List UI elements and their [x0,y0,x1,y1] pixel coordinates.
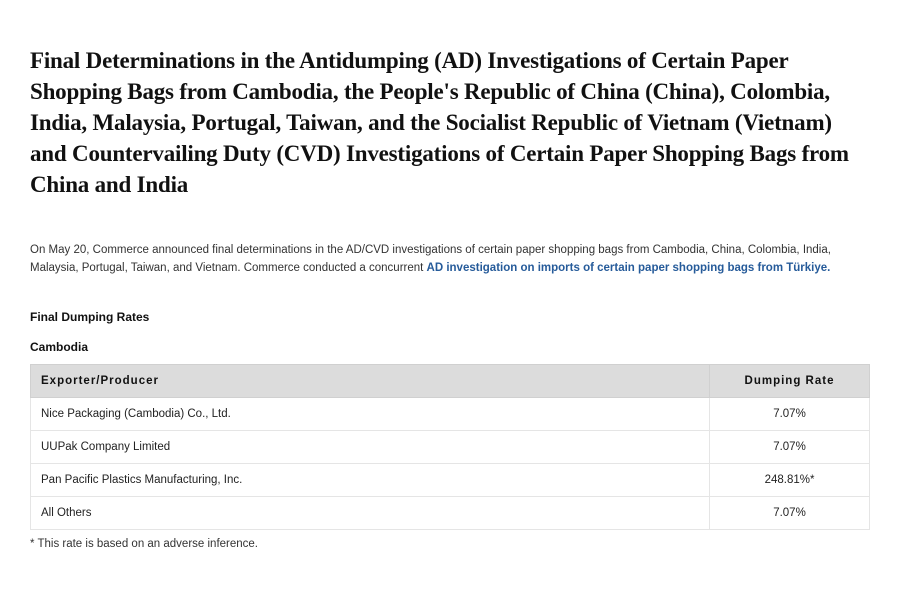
rate-cell: 7.07% [710,430,870,463]
rate-cell: 7.07% [710,397,870,430]
table-row: All Others 7.07% [31,496,870,529]
table-row: Nice Packaging (Cambodia) Co., Ltd. 7.07… [31,397,870,430]
intro-paragraph: On May 20, Commerce announced final dete… [30,242,870,278]
country-heading: Cambodia [30,340,870,354]
rate-cell: 248.81%* [710,463,870,496]
exporter-cell: UUPak Company Limited [31,430,710,463]
dumping-rates-table: Exporter/Producer Dumping Rate Nice Pack… [30,364,870,530]
page-title: Final Determinations in the Antidumping … [30,45,870,200]
table-row: Pan Pacific Plastics Manufacturing, Inc.… [31,463,870,496]
footnote: * This rate is based on an adverse infer… [30,538,870,550]
col-exporter: Exporter/Producer [31,364,710,397]
table-row: UUPak Company Limited 7.07% [31,430,870,463]
intro-link[interactable]: AD investigation on imports of certain p… [427,262,831,274]
exporter-cell: Pan Pacific Plastics Manufacturing, Inc. [31,463,710,496]
rate-cell: 7.07% [710,496,870,529]
exporter-cell: All Others [31,496,710,529]
table-header-row: Exporter/Producer Dumping Rate [31,364,870,397]
exporter-cell: Nice Packaging (Cambodia) Co., Ltd. [31,397,710,430]
col-rate: Dumping Rate [710,364,870,397]
section-heading: Final Dumping Rates [30,310,870,324]
